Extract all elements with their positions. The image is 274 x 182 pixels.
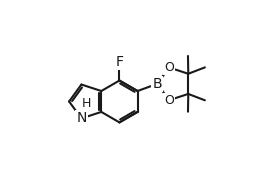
Text: H: H — [82, 97, 91, 110]
Text: F: F — [115, 55, 124, 69]
Text: N: N — [76, 111, 87, 125]
Text: O: O — [164, 61, 174, 74]
Text: O: O — [164, 94, 174, 107]
Text: B: B — [152, 77, 162, 91]
